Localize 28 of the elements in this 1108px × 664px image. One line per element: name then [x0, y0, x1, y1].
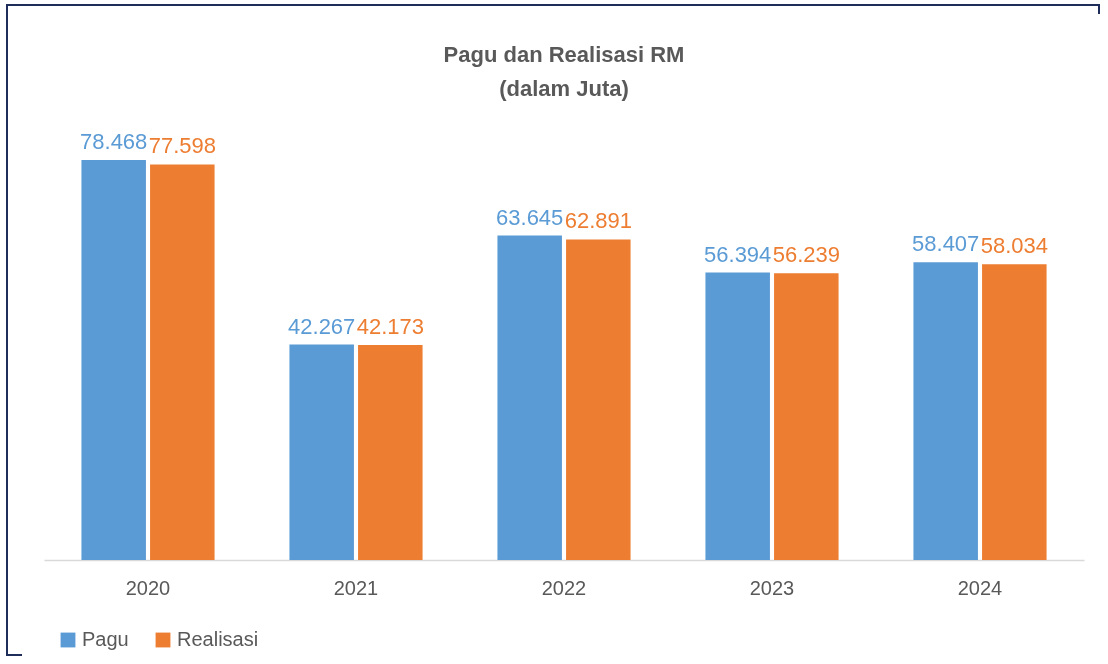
chart-title: Pagu dan Realisasi RM (dalam Juta)	[443, 42, 685, 101]
bar	[774, 273, 839, 560]
x-tick-label: 2021	[333, 576, 379, 599]
data-label: 62.891	[564, 208, 632, 234]
x-tick-label: 2022	[541, 576, 587, 599]
bar	[81, 160, 146, 560]
bar	[150, 164, 215, 560]
bar	[289, 344, 354, 560]
legend-label: Realisasi	[177, 628, 259, 650]
data-label: 56.239	[772, 242, 840, 268]
data-label: 58.407	[912, 231, 980, 257]
data-label: 42.173	[356, 314, 424, 340]
data-label: 78.468	[80, 129, 148, 154]
x-tick-label: 2023	[749, 576, 795, 599]
bar	[566, 239, 631, 560]
data-label: 58.034	[980, 233, 1048, 259]
bar	[358, 345, 423, 560]
bar	[913, 262, 978, 560]
data-label: 63.645	[496, 204, 564, 230]
bar	[982, 264, 1047, 560]
bar	[705, 272, 770, 560]
data-label: 77.598	[148, 133, 216, 159]
bar	[497, 235, 562, 560]
data-label: 42.267	[288, 313, 356, 339]
x-tick-label: 2020	[125, 576, 171, 599]
legend-label: Pagu	[82, 628, 129, 650]
data-label: 56.394	[704, 241, 772, 267]
x-tick-label: 2024	[957, 576, 1003, 599]
